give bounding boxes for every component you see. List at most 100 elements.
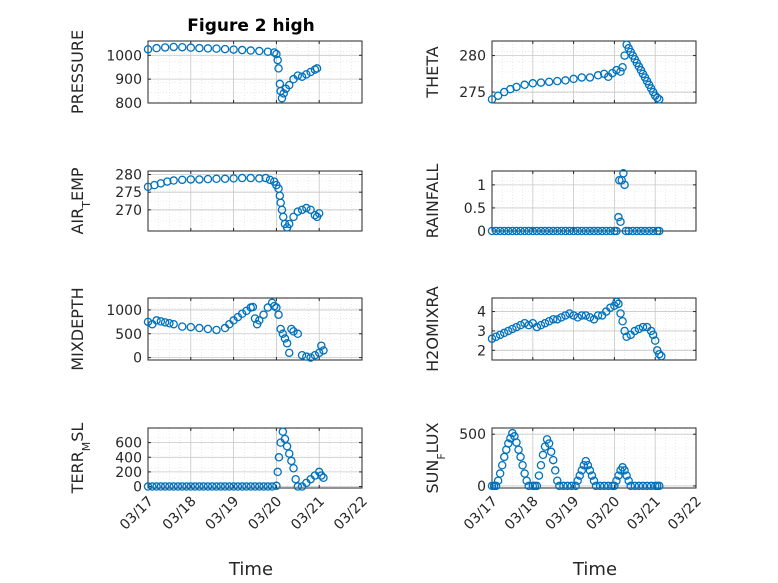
x-axis-label-left: Time [228, 559, 273, 580]
y-tick-label: 400 [115, 450, 142, 466]
data-point [634, 324, 644, 334]
data-point [169, 482, 178, 491]
data-point [569, 311, 578, 320]
data-point [504, 439, 513, 448]
data-point [216, 482, 226, 491]
data-point [516, 452, 525, 462]
data-point [589, 476, 599, 486]
data-point [491, 226, 501, 236]
data-point [516, 226, 525, 236]
x-tick-label: 03/17 [461, 494, 501, 534]
axes-box [491, 427, 697, 489]
y-tick-label: 275 [115, 185, 142, 201]
data-point [273, 467, 282, 477]
data-point [152, 316, 161, 325]
data-point [577, 226, 587, 236]
data-point [561, 226, 570, 236]
data-point [265, 175, 275, 185]
data-point [512, 322, 521, 332]
y-tick-label: 0 [477, 479, 486, 495]
panel-sun-flux: 0 500 03/17 03/18 03/19 03/20 03/21 03/22 SUNFLU… [423, 422, 705, 533]
data-point [212, 482, 221, 491]
data-point [487, 226, 497, 236]
data-point [655, 349, 664, 359]
data-point [195, 323, 204, 333]
data-point [606, 226, 615, 236]
data-point [250, 482, 260, 491]
data-point [648, 226, 658, 236]
y-tick-label: 800 [115, 96, 142, 112]
data-point [302, 70, 311, 79]
data-point [622, 471, 631, 480]
data-point [532, 322, 542, 332]
data-point [540, 318, 550, 328]
data-point [614, 299, 623, 309]
panel-theta: 275 280 THETA [423, 40, 697, 104]
data-point [199, 482, 208, 491]
data-point [263, 47, 273, 56]
data-point [195, 482, 204, 491]
data-point [302, 203, 311, 213]
data-point [553, 76, 562, 86]
y-axis-label: H2OMIXRA [423, 286, 442, 372]
data-point [143, 482, 153, 491]
data-point [532, 481, 542, 491]
data-point [548, 315, 558, 324]
data-point [160, 43, 170, 52]
data-point [255, 46, 264, 56]
data-point [212, 325, 221, 335]
data-point [532, 226, 542, 236]
y-axis-label: SUNFLUX [423, 422, 448, 493]
x-tick-label: 03/22 [665, 494, 705, 534]
data-point [585, 226, 595, 236]
data-point [624, 476, 633, 486]
data-point [160, 318, 170, 327]
data-point [297, 350, 307, 360]
data-point [536, 78, 546, 87]
data-point [165, 319, 174, 328]
y-tick-label: 600 [115, 436, 142, 452]
y-axis-label: MIXDEPTH [68, 287, 87, 370]
data-point [638, 481, 648, 491]
data-point [278, 427, 288, 436]
data-point [573, 476, 582, 486]
data-point [297, 205, 307, 215]
data-point [616, 217, 625, 227]
data-point [542, 435, 552, 444]
data-point [284, 219, 294, 229]
x-tick-label: 03/20 [583, 494, 623, 534]
y-tick-label: 280 [459, 49, 486, 65]
data-point [279, 89, 288, 98]
data-point [585, 466, 595, 475]
data-point [143, 45, 153, 54]
data-point [163, 177, 172, 186]
figure-title: Figure 2 high [187, 16, 315, 36]
data-point [632, 226, 642, 236]
data-point [284, 80, 294, 90]
data-point [604, 481, 613, 491]
data-point [614, 471, 623, 480]
data-point [630, 481, 640, 491]
data-point [272, 481, 281, 491]
data-point [289, 327, 298, 336]
data-point [589, 226, 599, 236]
data-point [581, 311, 591, 320]
data-point [528, 226, 538, 236]
data-point [195, 175, 204, 184]
x-tick-label: 03/22 [331, 494, 371, 534]
data-point [491, 481, 501, 491]
data-point [599, 481, 609, 491]
data-point [242, 482, 251, 491]
data-point [487, 95, 497, 104]
data-point [203, 324, 213, 334]
y-tick-label: 0.5 [464, 201, 486, 217]
data-point [591, 481, 601, 491]
x-tick-label: 03/20 [245, 494, 285, 534]
data-point [495, 469, 505, 478]
data-point [520, 226, 529, 236]
panel-pressure: 800 900 1000 PRESSURE [68, 30, 363, 114]
data-point [555, 481, 564, 491]
data-point [642, 481, 652, 491]
data-point [615, 175, 624, 185]
